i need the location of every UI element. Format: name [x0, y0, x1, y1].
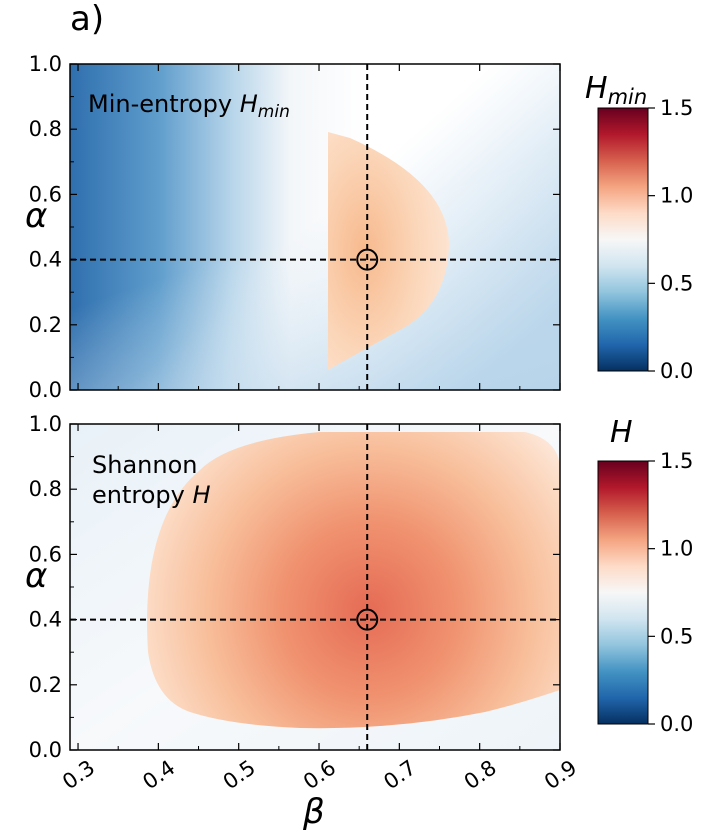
shannon-entropy-heatmap: [70, 424, 560, 750]
panel-label: a): [70, 0, 104, 39]
top-crosshair-marker: [356, 248, 379, 271]
bottom-crosshair: [70, 424, 560, 750]
top-colorbar-ticks: 0.0 0.5 1.0 1.5: [648, 96, 693, 383]
bottom-colorbar-tick-label: 0.5: [660, 624, 693, 648]
bottom-crosshair-marker: [356, 608, 379, 631]
bottom-colorbar-tick-label: 1.0: [660, 537, 693, 561]
top-colorbar-title: Hmin: [585, 71, 647, 109]
bottom-xlabel: β: [302, 792, 325, 832]
min-entropy-annotation: Min-entropy Hmin: [88, 90, 290, 122]
top-ylabel: α: [25, 196, 47, 236]
top-crosshair: [70, 64, 560, 390]
bottom-ytick-label: 0.2: [29, 673, 62, 697]
bottom-colorbar-title: H: [610, 415, 633, 450]
bottom-colorbar: [597, 460, 649, 725]
top-colorbar-tick-label: 0.0: [660, 359, 693, 383]
bottom-ytick-label: 0.0: [29, 738, 62, 762]
bottom-colorbar-tick-label: 0.0: [660, 712, 693, 736]
bottom-ytick-label: 0.6: [29, 542, 62, 566]
min-entropy-heatmap: [70, 64, 560, 390]
bottom-xtick-label: 0.6: [299, 755, 340, 794]
top-ytick-label: 0.4: [29, 248, 62, 272]
bottom-xtick-label: 0.8: [460, 755, 501, 794]
heatmap-top-high-region: [328, 132, 449, 370]
bottom-xtick-label: 0.3: [58, 755, 99, 794]
top-colorbar-tick-label: 0.5: [660, 271, 693, 295]
shannon-annotation-line2: entropy H: [92, 481, 211, 509]
bottom-xtick-label: 0.5: [219, 755, 260, 794]
top-ytick-label: 0.6: [29, 182, 62, 206]
top-colorbar-tick-label: 1.0: [660, 184, 693, 208]
bottom-xtick-label: 0.9: [540, 755, 581, 794]
bottom-ytick-label: 0.4: [29, 608, 62, 632]
top-colorbar: [597, 107, 649, 372]
bottom-ytick-label: 1.0: [29, 412, 62, 436]
heatmap-top-right-tint: [70, 64, 560, 390]
heatmap-bottom-high-region: [147, 432, 560, 729]
top-ytick-label: 0.8: [29, 117, 62, 141]
top-ytick-label: 1.0: [29, 52, 62, 76]
bottom-ylabel: α: [25, 556, 47, 596]
top-colorbar-tick-label: 1.5: [660, 96, 693, 120]
bottom-xtick-label: 0.7: [379, 755, 420, 794]
top-ytick-label: 0.2: [29, 313, 62, 337]
bottom-ytick-label: 0.8: [29, 477, 62, 501]
bottom-colorbar-ticks: 0.0 0.5 1.0 1.5: [648, 449, 693, 736]
bottom-xtick-label: 0.4: [138, 755, 179, 794]
top-ytick-label: 0.0: [29, 378, 62, 402]
shannon-annotation-line1: Shannon: [92, 451, 197, 479]
bottom-colorbar-tick-label: 1.5: [660, 449, 693, 473]
